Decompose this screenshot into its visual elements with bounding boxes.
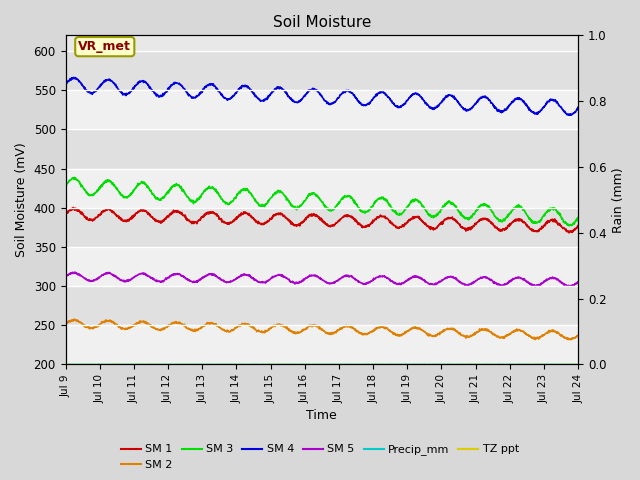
Precip_mm	[122, 361, 130, 367]
SM 1	[61, 210, 69, 216]
Line: SM 2: SM 2	[65, 319, 578, 340]
TZ ppt	[182, 362, 189, 368]
SM 1	[280, 214, 287, 219]
SM 4	[102, 79, 109, 84]
SM 3	[574, 216, 582, 221]
SM 5	[300, 278, 307, 284]
Bar	[65, 90, 578, 129]
SM 4	[300, 95, 307, 100]
SM 5	[290, 279, 298, 285]
TZ ppt	[574, 361, 582, 367]
SM 1	[565, 230, 573, 236]
SM 3	[290, 204, 298, 210]
Line: SM 1: SM 1	[65, 207, 578, 233]
Bar	[65, 168, 578, 208]
TZ ppt	[495, 361, 503, 367]
Bar	[65, 51, 578, 90]
SM 2	[102, 318, 109, 324]
SM 2	[565, 337, 573, 343]
X-axis label: Time: Time	[307, 409, 337, 422]
Line: SM 4: SM 4	[65, 77, 578, 115]
SM 4	[70, 74, 77, 80]
SM 5	[354, 278, 362, 284]
SM 5	[70, 269, 78, 275]
Bar	[65, 129, 578, 168]
Y-axis label: Rain (mm): Rain (mm)	[612, 167, 625, 233]
Precip_mm	[290, 361, 298, 367]
Precip_mm	[101, 361, 109, 367]
SM 2	[61, 321, 69, 326]
Precip_mm	[353, 361, 361, 367]
SM 4	[290, 99, 298, 105]
SM 4	[574, 105, 582, 110]
SM 3	[61, 182, 69, 188]
SM 3	[102, 178, 109, 184]
SM 5	[531, 284, 539, 289]
Title: Soil Moisture: Soil Moisture	[273, 15, 371, 30]
SM 4	[122, 91, 130, 96]
SM 4	[61, 81, 69, 87]
SM 1	[122, 219, 130, 225]
SM 2	[354, 328, 362, 334]
Precip_mm	[574, 361, 582, 367]
SM 2	[71, 316, 79, 322]
TZ ppt	[101, 361, 109, 367]
SM 2	[122, 326, 130, 332]
SM 1	[354, 219, 362, 225]
Bar	[65, 325, 578, 364]
Line: SM 5: SM 5	[65, 272, 578, 287]
SM 3	[300, 201, 307, 206]
SM 4	[565, 112, 573, 118]
TZ ppt	[122, 362, 130, 368]
TZ ppt	[280, 361, 287, 367]
Precip_mm	[299, 361, 307, 367]
SM 1	[290, 222, 298, 228]
SM 2	[574, 333, 582, 338]
Line: TZ ppt: TZ ppt	[65, 364, 578, 365]
SM 5	[122, 278, 130, 284]
Bar	[65, 208, 578, 247]
TZ ppt	[61, 361, 69, 367]
SM 3	[354, 203, 362, 209]
SM 1	[70, 204, 77, 210]
SM 1	[300, 219, 307, 225]
TZ ppt	[290, 361, 298, 367]
Text: VR_met: VR_met	[78, 40, 131, 53]
SM 2	[280, 323, 287, 328]
Bar	[65, 286, 578, 325]
SM 3	[280, 191, 287, 197]
SM 4	[280, 87, 287, 93]
Bar	[65, 247, 578, 286]
Legend: SM 1, SM 2, SM 3, SM 4, SM 5, Precip_mm, TZ ppt: SM 1, SM 2, SM 3, SM 4, SM 5, Precip_mm,…	[116, 440, 524, 474]
SM 3	[122, 195, 130, 201]
SM 4	[354, 98, 362, 104]
TZ ppt	[354, 361, 362, 367]
SM 1	[102, 207, 109, 213]
SM 2	[300, 327, 307, 333]
SM 5	[102, 271, 109, 276]
Precip_mm	[279, 361, 287, 367]
SM 5	[61, 274, 69, 280]
SM 1	[574, 224, 582, 229]
Y-axis label: Soil Moisture (mV): Soil Moisture (mV)	[15, 143, 28, 257]
Precip_mm	[61, 361, 69, 367]
TZ ppt	[300, 361, 307, 367]
Line: SM 3: SM 3	[65, 178, 578, 226]
SM 3	[565, 223, 573, 228]
SM 5	[574, 279, 582, 285]
SM 2	[290, 330, 298, 336]
SM 5	[280, 273, 287, 279]
SM 3	[70, 175, 78, 180]
